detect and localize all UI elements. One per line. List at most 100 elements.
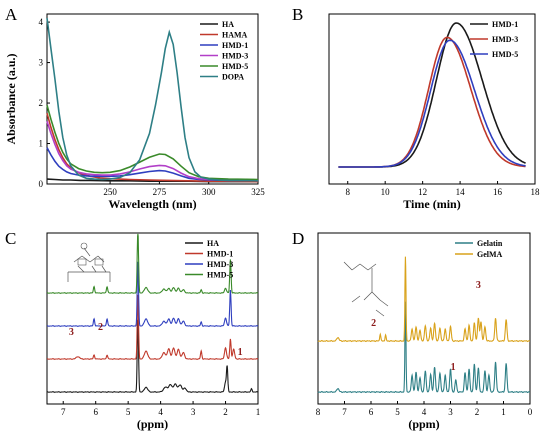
legend-label: Gelatin — [477, 239, 503, 248]
molecule-bond — [89, 255, 99, 263]
x-tick-label: 0 — [528, 407, 533, 417]
molecule-bond — [367, 263, 377, 271]
series-line-hmd-3 — [46, 121, 259, 182]
legend-label: HMD-3 — [222, 52, 248, 61]
legend-label: HMD-1 — [222, 41, 248, 50]
legend-label: HA — [207, 239, 219, 248]
series-line-hmd-5 — [46, 104, 259, 181]
legend-label: HMD-3 — [207, 260, 233, 269]
y-tick-label: 1 — [39, 139, 44, 149]
spectrum-line-gelma — [317, 256, 530, 343]
x-tick-label: 16 — [493, 187, 503, 197]
x-tick-label: 18 — [531, 187, 541, 197]
x-tick-label: 2 — [223, 407, 228, 417]
molecule-bond — [91, 265, 97, 273]
spectrum-line-hmd-1 — [47, 294, 259, 360]
x-tick-label: 325 — [251, 187, 265, 197]
panel-letter-c: C — [5, 229, 16, 248]
spectrum-line-hmd-5 — [47, 233, 259, 294]
plot-frame — [46, 13, 259, 185]
x-tick-label: 5 — [126, 407, 131, 417]
legend-label: HMD-1 — [492, 20, 518, 29]
y-axis-label: Absorbance (a.u.) — [4, 53, 18, 144]
series-line-hmd-1 — [338, 22, 526, 168]
x-tick-label: 14 — [456, 187, 466, 197]
panel-letter-d: D — [292, 229, 304, 248]
panel-letter-b: B — [292, 5, 303, 24]
y-tick-label: 3 — [39, 58, 44, 68]
legend-label: DOPA — [222, 73, 244, 82]
panel-a: 0 1 2 3 4 250 275 300 325 Wavelength (nm) Absorban… — [4, 13, 265, 211]
x-tick-label: 7 — [61, 407, 66, 417]
x-tick-label: 4 — [422, 407, 427, 417]
molecule-ring — [80, 242, 88, 250]
legend-label: HMD-3 — [492, 35, 518, 44]
molecule-bond — [83, 247, 91, 257]
x-tick-label: 5 — [395, 407, 400, 417]
series-line-dopa — [46, 17, 259, 182]
x-tick-label: 6 — [93, 407, 98, 417]
series-line-hmd-1 — [46, 147, 259, 182]
x-axis-label: (ppm) — [408, 417, 439, 431]
x-tick-label: 3 — [191, 407, 196, 417]
molecule-bond — [343, 261, 353, 271]
molecule-bond — [375, 309, 385, 317]
peak-annotation: 3 — [476, 280, 481, 291]
legend-label: HA — [222, 20, 234, 29]
peak-annotation: 1 — [238, 347, 243, 358]
legend-label: GelMA — [477, 250, 503, 259]
peak-annotation: 1 — [451, 362, 456, 373]
panel-d: 8 7 6 5 4 3 2 1 0 (ppm) Gelatin GelMA 3 2 1 — [316, 232, 533, 431]
x-tick-label: 1 — [501, 407, 506, 417]
x-tick-label: 3 — [448, 407, 453, 417]
molecule-bond — [101, 265, 107, 273]
x-axis-label: Time (min) — [403, 197, 460, 211]
peak-annotation: 3 — [69, 327, 74, 338]
x-tick-label: 2 — [475, 407, 480, 417]
x-axis-label: (ppm) — [137, 417, 168, 431]
peak-annotation: 2 — [98, 322, 103, 333]
y-tick-label: 4 — [39, 17, 44, 27]
molecule-ring — [94, 258, 104, 266]
molecule-bond — [371, 291, 381, 301]
molecule-bond — [351, 263, 361, 271]
legend-label: HMD-5 — [222, 62, 248, 71]
panel-b: 8 10 12 14 16 18 Time (min) HMD-1 HMD-3 HMD-5 — [328, 13, 541, 211]
legend-label: HMD-1 — [207, 250, 233, 259]
x-tick-label: 10 — [381, 187, 391, 197]
legend-label: HMD-5 — [207, 271, 233, 280]
molecule-bond — [363, 291, 373, 301]
x-tick-label: 8 — [345, 187, 350, 197]
plot-frame — [328, 13, 536, 185]
y-tick-label: 2 — [39, 98, 44, 108]
plot-frame — [46, 232, 259, 405]
y-tick-label: 0 — [39, 179, 44, 189]
x-tick-label: 4 — [158, 407, 163, 417]
x-axis-label: Wavelength (nm) — [108, 197, 196, 211]
molecule-structure-icon — [343, 261, 389, 317]
x-tick-label: 12 — [418, 187, 427, 197]
series-line-hmd-5 — [338, 39, 526, 168]
molecule-bond — [77, 265, 85, 273]
x-tick-label: 1 — [256, 407, 261, 417]
spectrum-line-gelatin — [317, 301, 530, 394]
molecule-bond — [379, 299, 389, 307]
panel-letter-a: A — [5, 5, 18, 24]
legend-label: HMD-5 — [492, 50, 518, 59]
spectrum-line-hmd-3 — [47, 261, 259, 327]
x-tick-label: 250 — [103, 187, 117, 197]
molecule-bond — [359, 263, 369, 271]
molecule-bond — [351, 295, 361, 303]
x-tick-label: 6 — [369, 407, 374, 417]
x-tick-label: 275 — [153, 187, 167, 197]
x-tick-label: 8 — [316, 407, 321, 417]
legend-label: HAMA — [222, 31, 248, 40]
molecule-ring — [77, 258, 87, 266]
x-tick-label: 300 — [202, 187, 216, 197]
peak-annotation: 2 — [371, 318, 376, 329]
x-tick-label: 7 — [342, 407, 347, 417]
molecule-structure-icon — [67, 242, 111, 282]
spectrum-line-ha — [47, 319, 259, 393]
